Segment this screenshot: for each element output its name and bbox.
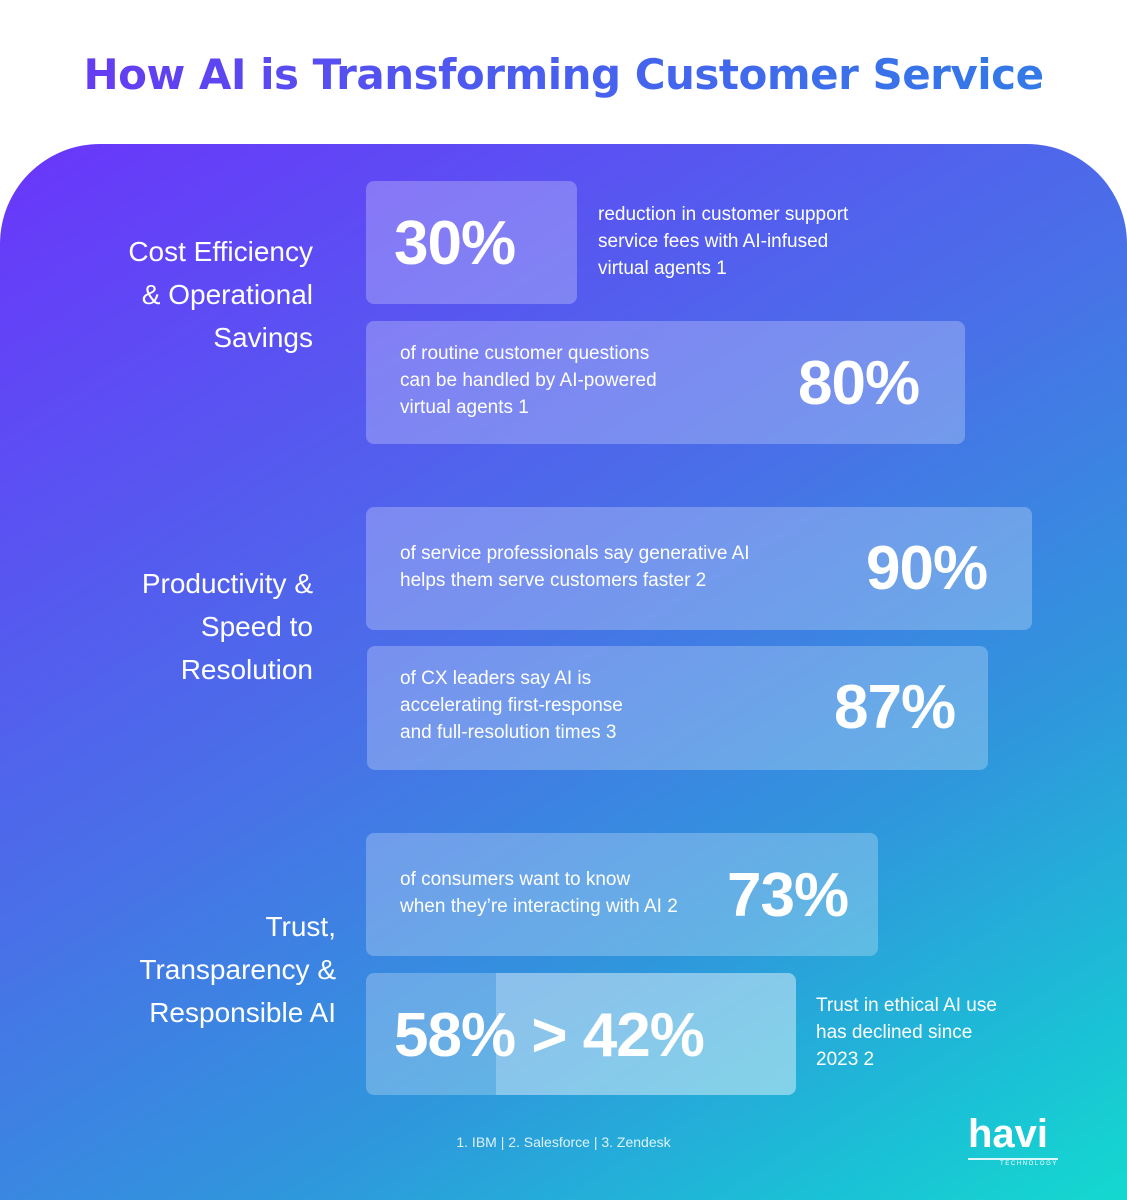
logo-wordmark: havi bbox=[968, 1112, 1049, 1156]
stat-text-73: of consumers want to know when they’re i… bbox=[400, 869, 678, 917]
sources-footnote: 1. IBM | 2. Salesforce | 3. Zendesk bbox=[456, 1134, 671, 1150]
gradient-panel: Cost Efficiency & Operational Savings 30… bbox=[0, 144, 1127, 1200]
stat-card-80 bbox=[366, 321, 965, 444]
stat-card-58-42 bbox=[366, 973, 796, 1095]
logo-divider bbox=[968, 1158, 1058, 1160]
stat-card-30 bbox=[366, 181, 577, 304]
stat-value-58-42: 58% > 42% bbox=[394, 1001, 705, 1070]
stat-value-80: 80% bbox=[798, 349, 920, 418]
section-label-cost: Cost Efficiency & Operational Savings bbox=[128, 236, 313, 353]
havi-logo: havi TECHNOLOGY bbox=[962, 1112, 1062, 1172]
stat-card-42-overlay bbox=[496, 973, 796, 1095]
stat-text-80: of routine customer questions can be han… bbox=[400, 343, 657, 418]
stat-text-58-42: Trust in ethical AI use has declined sin… bbox=[816, 995, 997, 1070]
stat-card-87 bbox=[367, 646, 988, 770]
stat-value-30: 30% bbox=[394, 209, 516, 278]
stat-card-90 bbox=[366, 507, 1032, 630]
stat-text-30: reduction in customer support service fe… bbox=[598, 204, 849, 279]
page-title: How AI is Transforming Customer Service bbox=[0, 50, 1127, 99]
stat-text-90: of service professionals say generative … bbox=[400, 543, 750, 591]
section-label-productivity: Productivity & Speed to Resolution bbox=[141, 568, 313, 685]
stat-value-87: 87% bbox=[834, 673, 956, 742]
section-label-trust: Trust, Transparency & Responsible AI bbox=[139, 911, 336, 1028]
stat-value-90: 90% bbox=[866, 534, 988, 603]
stat-value-73: 73% bbox=[727, 861, 849, 930]
stat-card-73 bbox=[366, 833, 878, 956]
stat-text-87: of CX leaders say AI is accelerating fir… bbox=[400, 668, 623, 743]
logo-subtitle: TECHNOLOGY bbox=[999, 1161, 1058, 1167]
